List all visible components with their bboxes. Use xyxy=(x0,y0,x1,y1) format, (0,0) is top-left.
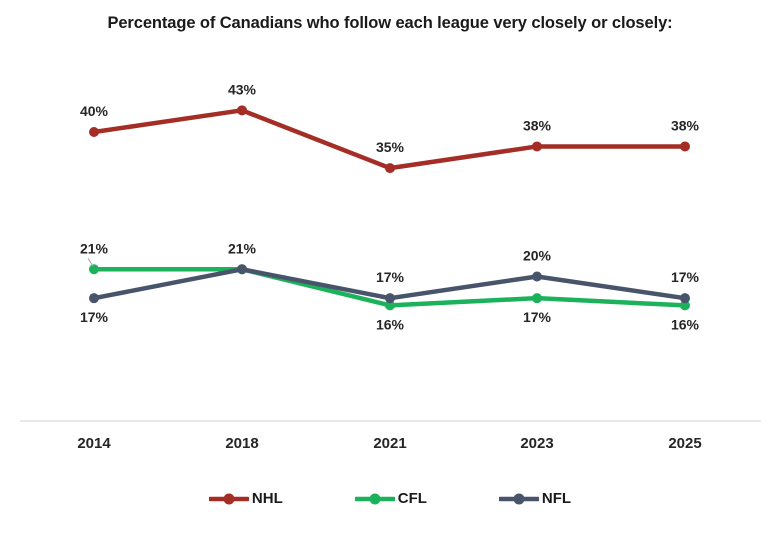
data-label-nfl: 17% xyxy=(80,309,109,325)
data-label-cfl: 21% xyxy=(228,240,257,256)
data-point-cfl xyxy=(89,264,99,275)
data-label-nhl: 40% xyxy=(80,103,109,119)
legend-item-nfl: NFL xyxy=(498,490,572,507)
data-label-nfl: 17% xyxy=(376,269,405,285)
data-label-nfl: 20% xyxy=(523,248,552,264)
data-label-cfl: 17% xyxy=(523,309,552,325)
legend-label-cfl: CFL xyxy=(397,490,427,507)
data-point-nfl xyxy=(237,264,247,275)
x-axis-tick-label: 2014 xyxy=(77,435,111,452)
data-point-nfl xyxy=(89,293,99,304)
nhl-line-marker-icon xyxy=(208,493,249,504)
data-label-cfl: 21% xyxy=(80,240,109,256)
legend-label-nhl: NHL xyxy=(251,490,283,507)
data-point-nhl xyxy=(385,163,395,174)
data-point-cfl xyxy=(385,300,395,311)
data-label-nhl: 43% xyxy=(228,81,257,97)
data-label-cfl: 16% xyxy=(376,316,405,332)
data-point-nhl xyxy=(89,127,99,137)
legend-item-cfl: CFL xyxy=(354,490,427,507)
nfl-line-marker-icon xyxy=(498,493,539,504)
data-point-nhl xyxy=(237,105,247,116)
data-point-nhl xyxy=(532,141,542,152)
x-axis-tick-label: 2025 xyxy=(668,435,701,452)
data-label-nfl: 17% xyxy=(671,269,700,285)
data-point-nfl xyxy=(680,293,690,304)
data-point-nhl xyxy=(680,141,690,152)
chart-legend: NHL CFL NFL xyxy=(0,490,780,507)
data-label-nhl: 35% xyxy=(376,139,405,155)
x-axis-tick-label: 2018 xyxy=(225,435,258,452)
data-point-nfl xyxy=(532,271,542,282)
x-axis-tick-label: 2021 xyxy=(373,435,406,452)
data-label-nhl: 38% xyxy=(671,117,700,133)
legend-item-nhl: NHL xyxy=(208,490,283,507)
x-axis-tick-label: 2023 xyxy=(520,435,553,452)
data-point-cfl xyxy=(532,293,542,304)
data-point-nfl xyxy=(385,293,395,304)
legend-label-nfl: NFL xyxy=(541,490,572,507)
data-label-cfl: 16% xyxy=(671,316,700,332)
data-point-cfl xyxy=(680,300,690,311)
line-chart-svg: 2014 2018 2021 2023 2025 40% 43% 35% 38% 38% 21% 21… xyxy=(20,81,761,452)
chart-title: Percentage of Canadians who follow each … xyxy=(107,14,673,32)
cfl-line-marker-icon xyxy=(354,493,395,504)
label-leader-line xyxy=(87,258,94,267)
data-label-nhl: 38% xyxy=(523,117,552,133)
